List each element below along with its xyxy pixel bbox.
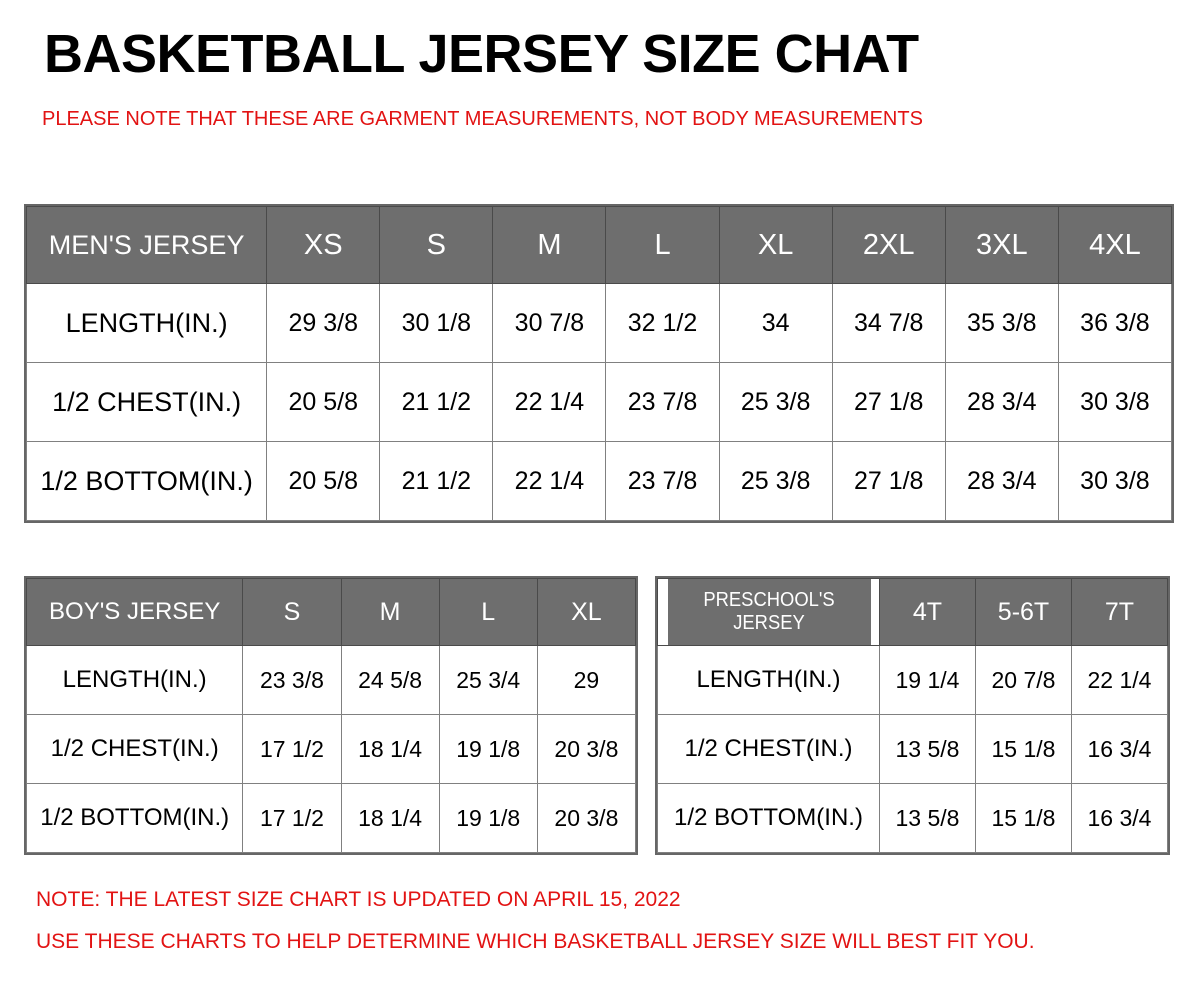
preschool-chest-4t: 13 5/8	[879, 714, 976, 784]
preschool-row-label-length: LENGTH(IN.)	[657, 645, 880, 715]
table-header-row: MEN'S JERSEY XS S M L XL 2XL 3XL 4XL	[25, 206, 1173, 284]
garment-measurement-note: PLEASE NOTE THAT THESE ARE GARMENT MEASU…	[42, 108, 923, 130]
preschool-table-body: LENGTH(IN.) 19 1/4 20 7/8 22 1/4 1/2 CHE…	[657, 645, 1168, 853]
mens-bottom-xl: 25 3/8	[718, 441, 833, 521]
mens-bottom-l: 23 7/8	[605, 441, 720, 521]
mens-length-4xl: 36 3/8	[1057, 283, 1173, 363]
mens-row-label-chest: 1/2 CHEST(IN.)	[25, 362, 268, 442]
mens-bottom-4xl: 30 3/8	[1057, 441, 1173, 521]
boys-chest-m: 18 1/4	[340, 714, 440, 784]
table-row: 1/2 CHEST(IN.) 20 5/8 21 1/2 22 1/4 23 7…	[25, 362, 1173, 442]
boys-table-body: LENGTH(IN.) 23 3/8 24 5/8 25 3/4 29 1/2 …	[25, 645, 637, 853]
mens-chest-l: 23 7/8	[605, 362, 720, 442]
preschool-length-5-6t: 20 7/8	[975, 645, 1072, 715]
mens-row-label-bottom: 1/2 BOTTOM(IN.)	[25, 441, 268, 521]
mens-chest-3xl: 28 3/4	[944, 362, 1059, 442]
boys-bottom-l: 19 1/8	[438, 783, 538, 853]
mens-length-xl: 34	[718, 283, 833, 363]
boys-length-xl: 29	[536, 645, 637, 715]
boys-chest-s: 17 1/2	[242, 714, 342, 784]
boys-table-header: BOY'S JERSEY S M L XL	[25, 578, 637, 646]
mens-length-3xl: 35 3/8	[944, 283, 1059, 363]
mens-length-2xl: 34 7/8	[831, 283, 946, 363]
page-title: BASKETBALL JERSEY SIZE CHAT	[44, 24, 919, 84]
boys-chest-l: 19 1/8	[438, 714, 538, 784]
preschool-jersey-size-table: PRESCHOOL'S JERSEY 4T 5-6T 7T LENGTH(IN.…	[655, 576, 1170, 855]
preschool-row-label-bottom: 1/2 BOTTOM(IN.)	[657, 783, 880, 853]
table-row: 1/2 BOTTOM(IN.) 17 1/2 18 1/4 19 1/8 20 …	[25, 783, 637, 853]
mens-chest-xs: 20 5/8	[266, 362, 381, 442]
mens-bottom-3xl: 28 3/4	[944, 441, 1059, 521]
preschool-length-7t: 22 1/4	[1071, 645, 1168, 715]
preschool-chest-7t: 16 3/4	[1071, 714, 1168, 784]
mens-table-body: LENGTH(IN.) 29 3/8 30 1/8 30 7/8 32 1/2 …	[25, 283, 1173, 521]
preschool-size-header-7t: 7T	[1071, 578, 1168, 646]
boys-jersey-size-table: BOY'S JERSEY S M L XL LENGTH(IN.) 23 3/8…	[24, 576, 638, 855]
mens-length-m: 30 7/8	[492, 283, 607, 363]
table-row: 1/2 CHEST(IN.) 17 1/2 18 1/4 19 1/8 20 3…	[25, 714, 637, 784]
mens-length-l: 32 1/2	[605, 283, 720, 363]
mens-bottom-s: 21 1/2	[379, 441, 494, 521]
boys-length-m: 24 5/8	[340, 645, 440, 715]
preschool-chest-5-6t: 15 1/8	[975, 714, 1072, 784]
mens-chest-s: 21 1/2	[379, 362, 494, 442]
table-row: LENGTH(IN.) 19 1/4 20 7/8 22 1/4	[657, 645, 1168, 715]
mens-size-header-2xl: 2XL	[831, 206, 946, 284]
mens-chest-m: 22 1/4	[492, 362, 607, 442]
mens-size-header-4xl: 4XL	[1057, 206, 1173, 284]
table-header-row: PRESCHOOL'S JERSEY 4T 5-6T 7T	[658, 578, 1168, 646]
table-row: LENGTH(IN.) 29 3/8 30 1/8 30 7/8 32 1/2 …	[25, 283, 1173, 363]
mens-bottom-xs: 20 5/8	[266, 441, 381, 521]
mens-size-header-xl: XL	[718, 206, 833, 284]
boys-size-header-m: M	[340, 578, 440, 646]
mens-length-s: 30 1/8	[379, 283, 494, 363]
mens-chest-2xl: 27 1/8	[831, 362, 946, 442]
boys-chest-xl: 20 3/8	[536, 714, 637, 784]
preschool-bottom-5-6t: 15 1/8	[975, 783, 1072, 853]
boys-length-l: 25 3/4	[438, 645, 538, 715]
boys-row-label-chest: 1/2 CHEST(IN.)	[25, 714, 244, 784]
boys-size-header-xl: XL	[536, 578, 637, 646]
preschool-size-header-5-6t: 5-6T	[975, 578, 1072, 646]
mens-chest-4xl: 30 3/8	[1057, 362, 1173, 442]
mens-length-xs: 29 3/8	[266, 283, 381, 363]
preschool-table-header: PRESCHOOL'S JERSEY 4T 5-6T 7T	[658, 578, 1168, 646]
boys-size-header-l: L	[438, 578, 538, 646]
table-header-row: BOY'S JERSEY S M L XL	[25, 578, 637, 646]
preschool-bottom-7t: 16 3/4	[1071, 783, 1168, 853]
table-row: 1/2 CHEST(IN.) 13 5/8 15 1/8 16 3/4	[657, 714, 1168, 784]
mens-size-header-l: L	[605, 206, 720, 284]
mens-table-header: MEN'S JERSEY XS S M L XL 2XL 3XL 4XL	[25, 206, 1173, 284]
mens-bottom-m: 22 1/4	[492, 441, 607, 521]
boys-bottom-s: 17 1/2	[242, 783, 342, 853]
preschool-length-4t: 19 1/4	[879, 645, 976, 715]
mens-row-label-length: LENGTH(IN.)	[25, 283, 268, 363]
mens-jersey-size-table: MEN'S JERSEY XS S M L XL 2XL 3XL 4XL LEN…	[24, 204, 1174, 523]
table-row: LENGTH(IN.) 23 3/8 24 5/8 25 3/4 29	[25, 645, 637, 715]
preschool-bottom-4t: 13 5/8	[879, 783, 976, 853]
boys-table-title: BOY'S JERSEY	[25, 578, 244, 646]
mens-size-header-m: M	[492, 206, 607, 284]
mens-size-header-xs: XS	[266, 206, 381, 284]
mens-table-title: MEN'S JERSEY	[25, 206, 268, 284]
boys-row-label-bottom: 1/2 BOTTOM(IN.)	[25, 783, 244, 853]
table-row: 1/2 BOTTOM(IN.) 13 5/8 15 1/8 16 3/4	[657, 783, 1168, 853]
mens-size-header-3xl: 3XL	[944, 206, 1059, 284]
footnote-usage-instruction: USE THESE CHARTS TO HELP DETERMINE WHICH…	[36, 930, 1035, 953]
preschool-table-title: PRESCHOOL'S JERSEY	[665, 578, 872, 646]
preschool-size-header-4t: 4T	[879, 578, 976, 646]
mens-chest-xl: 25 3/8	[718, 362, 833, 442]
preschool-row-label-chest: 1/2 CHEST(IN.)	[657, 714, 880, 784]
boys-bottom-m: 18 1/4	[340, 783, 440, 853]
boys-size-header-s: S	[242, 578, 342, 646]
boys-length-s: 23 3/8	[242, 645, 342, 715]
boys-row-label-length: LENGTH(IN.)	[25, 645, 244, 715]
mens-bottom-2xl: 27 1/8	[831, 441, 946, 521]
boys-bottom-xl: 20 3/8	[536, 783, 637, 853]
mens-size-header-s: S	[379, 206, 494, 284]
table-row: 1/2 BOTTOM(IN.) 20 5/8 21 1/2 22 1/4 23 …	[25, 441, 1173, 521]
footnote-update-date: NOTE: THE LATEST SIZE CHART IS UPDATED O…	[36, 888, 681, 911]
